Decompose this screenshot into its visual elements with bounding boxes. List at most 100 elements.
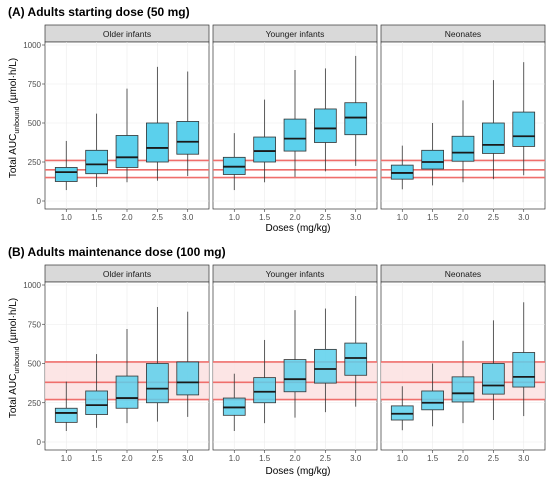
x-tick-label: 2.0 [289,454,301,463]
boxplot-2.5 [314,68,337,172]
boxplot-1.0 [390,145,414,190]
boxplot-1.0 [222,133,246,191]
boxplot-3.0 [344,295,368,407]
boxplot-2.5 [146,306,169,422]
x-tick-label: 2.5 [488,454,500,463]
panel-b-neonates: Neonates [380,264,546,451]
strip-label: Younger infants [266,269,325,279]
boxplot-2.5 [314,308,337,413]
boxplot-2.5 [482,320,505,421]
box-iqr [253,377,276,404]
boxplot-3.0 [512,302,536,417]
section-a-y-axis-title: Total AUCunbound (µmol·h/L) [8,58,21,178]
x-tick-label: 2.0 [121,213,133,222]
boxplot-3.0 [344,55,368,166]
box-iqr [314,108,337,143]
boxplot-2.0 [115,88,139,183]
box-iqr [85,149,108,175]
boxplot-2.0 [283,310,307,418]
boxplot-2.0 [115,328,139,424]
x-tick-label: 2.5 [152,213,164,222]
x-tick-label: 2.0 [457,454,469,463]
box-iqr [482,122,505,154]
x-tick-label: 1.5 [91,454,103,463]
y-tick-label: 0 [37,197,42,206]
box-iqr [482,363,505,395]
plot-area [45,282,209,450]
boxplot-1.5 [85,113,108,187]
boxplot-3.0 [176,311,200,417]
strip-label: Older infants [103,29,151,39]
plot-area [45,42,209,209]
box-iqr [451,376,475,403]
box-iqr [176,361,200,396]
boxplot-1.0 [222,373,246,432]
boxplot-1.0 [54,381,78,432]
x-tick-label: 1.0 [229,213,241,222]
box-iqr [512,111,536,147]
x-tick-label: 1.5 [91,213,103,222]
section-b-x-axis-title: Doses (mg/kg) [265,466,330,477]
plot-area [213,282,377,450]
box-iqr [115,135,139,168]
y-tick-label: 1000 [23,41,41,50]
boxplot-1.0 [390,386,414,431]
x-tick-label: 1.5 [427,454,439,463]
x-tick-label: 3.0 [182,213,194,222]
box-iqr [421,390,444,411]
x-tick-label: 1.5 [259,213,271,222]
boxplot-3.0 [512,62,536,176]
x-tick-label: 2.0 [289,213,301,222]
strip-label: Neonates [445,269,481,279]
boxplot-1.5 [253,339,276,424]
strip-label: Older infants [103,269,151,279]
section-a-x-axis-title: Doses (mg/kg) [265,223,330,234]
panel-a-younger-infants: Younger infants [212,24,378,210]
box-iqr [283,359,307,393]
box-iqr [146,122,169,163]
y-tick-label: 1000 [23,281,41,290]
box-iqr [115,375,139,409]
boxplot-2.5 [146,66,169,181]
y-tick-label: 250 [28,158,42,167]
section-b-y-axis-title: Total AUCunbound (µmol·h/L) [8,298,21,418]
x-tick-label: 1.0 [397,454,409,463]
y-tick-label: 500 [28,119,42,128]
boxplot-2.0 [451,340,475,424]
box-iqr [421,149,444,170]
x-tick-label: 1.0 [61,213,73,222]
box-iqr [283,118,307,152]
plot-area [213,42,377,209]
x-tick-label: 1.0 [397,213,409,222]
panel-b-younger-infants: Younger infants [212,264,378,451]
boxplot-1.0 [54,140,78,191]
box-iqr [54,407,78,423]
y-tick-label: 0 [37,438,42,447]
box-iqr [85,390,108,415]
y-tick-label: 750 [28,80,42,89]
box-iqr [344,102,368,136]
y-tick-label: 750 [28,320,42,329]
x-tick-label: 3.0 [350,213,362,222]
box-iqr [451,135,475,162]
x-tick-label: 2.5 [320,454,332,463]
x-tick-label: 2.5 [152,454,164,463]
boxplot-1.5 [85,354,108,428]
x-tick-label: 2.5 [320,213,332,222]
x-tick-label: 3.0 [518,454,530,463]
strip-label: Younger infants [266,29,325,39]
panel-b-older-infants: Older infants [44,264,210,451]
section-a-title: (A) Adults starting dose (50 mg) [8,5,190,19]
box-iqr [146,363,169,404]
x-tick-label: 1.5 [427,213,439,222]
strip-label: Neonates [445,29,481,39]
box-iqr [253,136,276,163]
x-tick-label: 1.0 [229,454,241,463]
section-b: (B) Adults maintenance dose (100 mg) Tot… [8,245,546,477]
y-tick-label: 250 [28,399,42,408]
panel-a-neonates: Neonates [380,24,546,210]
y-tick-label: 500 [28,360,42,369]
x-tick-label: 3.0 [182,454,194,463]
box-iqr [54,167,78,182]
